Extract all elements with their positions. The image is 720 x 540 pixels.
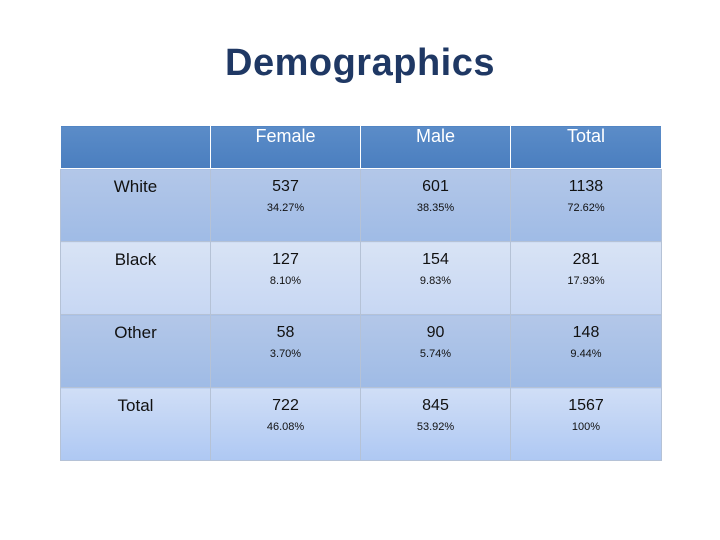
table-row-black: Black 127 8.10% 154 9.83% 281 17.93% bbox=[60, 241, 662, 315]
percent-value: 46.08% bbox=[266, 421, 305, 433]
count-value: 58 bbox=[276, 324, 295, 341]
count-value: 845 bbox=[422, 397, 449, 414]
header-cell-male: Male bbox=[360, 125, 511, 169]
table-row-white: White 537 34.27% 601 38.35% 1138 72.62% bbox=[60, 168, 662, 242]
count-value: 722 bbox=[272, 397, 299, 414]
cell-other-male: 90 5.74% bbox=[360, 314, 511, 388]
cell-white-female: 537 34.27% bbox=[210, 168, 361, 242]
percent-value: 100% bbox=[571, 421, 601, 433]
count-value: 601 bbox=[422, 178, 449, 195]
row-label-white: White bbox=[60, 168, 211, 242]
table-row-other: Other 58 3.70% 90 5.74% 148 9.44% bbox=[60, 314, 662, 388]
percent-value: 9.44% bbox=[570, 348, 602, 360]
cell-white-total: 1138 72.62% bbox=[510, 168, 662, 242]
percent-value: 72.62% bbox=[567, 202, 605, 214]
count-value: 537 bbox=[272, 178, 299, 195]
percent-value: 17.93% bbox=[567, 275, 605, 287]
percent-value: 53.92% bbox=[416, 421, 455, 433]
count-value: 90 bbox=[426, 324, 445, 341]
cell-total-male: 845 53.92% bbox=[360, 387, 511, 461]
percent-value: 8.10% bbox=[269, 275, 302, 287]
header-cell-total: Total bbox=[510, 125, 662, 169]
cell-total-female: 722 46.08% bbox=[210, 387, 361, 461]
row-label-other: Other bbox=[60, 314, 211, 388]
row-label-black: Black bbox=[60, 241, 211, 315]
cell-black-female: 127 8.10% bbox=[210, 241, 361, 315]
table-row-total: Total 722 46.08% 845 53.92% 1567 100% bbox=[60, 387, 662, 461]
percent-value: 38.35% bbox=[416, 202, 455, 214]
header-cell-blank bbox=[60, 125, 211, 169]
count-value: 281 bbox=[572, 251, 600, 268]
percent-value: 34.27% bbox=[266, 202, 305, 214]
percent-value: 9.83% bbox=[419, 275, 452, 287]
cell-black-total: 281 17.93% bbox=[510, 241, 662, 315]
count-value: 148 bbox=[572, 324, 600, 341]
cell-other-female: 58 3.70% bbox=[210, 314, 361, 388]
cell-white-male: 601 38.35% bbox=[360, 168, 511, 242]
count-value: 154 bbox=[422, 251, 449, 268]
percent-value: 5.74% bbox=[419, 348, 452, 360]
cell-other-total: 148 9.44% bbox=[510, 314, 662, 388]
count-value: 1138 bbox=[568, 178, 604, 195]
cell-total-total: 1567 100% bbox=[510, 387, 662, 461]
percent-value: 3.70% bbox=[269, 348, 302, 360]
header-cell-female: Female bbox=[210, 125, 361, 169]
row-label-total: Total bbox=[60, 387, 211, 461]
cell-black-male: 154 9.83% bbox=[360, 241, 511, 315]
count-value: 127 bbox=[272, 251, 299, 268]
page-title: Demographics bbox=[225, 42, 495, 84]
demographics-table: Female Male Total White 537 34.27% 601 3… bbox=[60, 125, 662, 461]
table-header-row: Female Male Total bbox=[60, 125, 662, 169]
count-value: 1567 bbox=[568, 397, 604, 414]
